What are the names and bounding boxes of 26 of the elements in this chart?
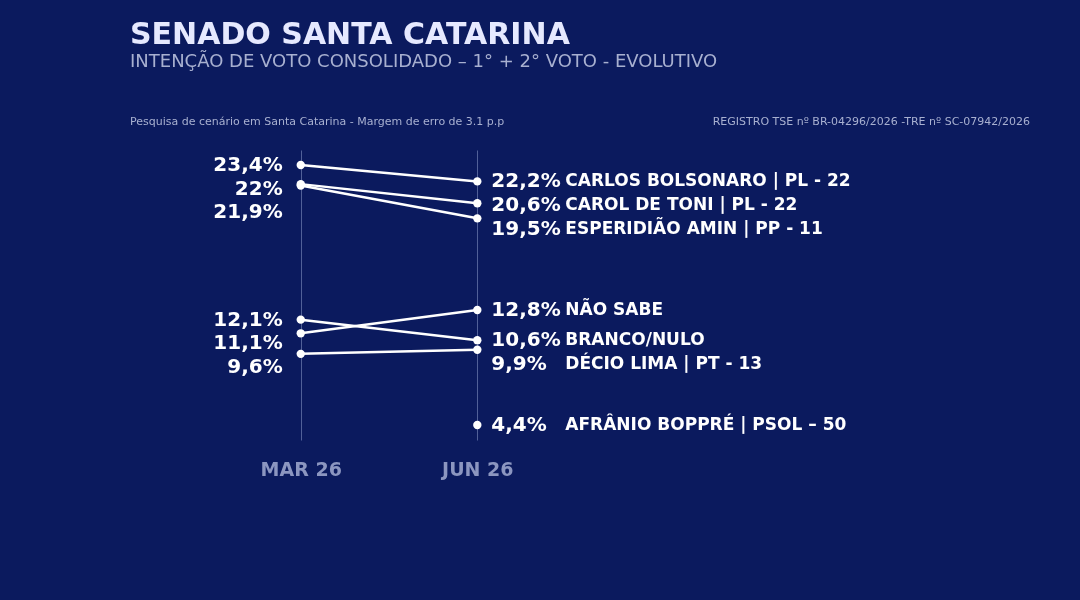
data-label: 11,1% (213, 330, 283, 355)
x-tick-label: MAR 26 (260, 457, 342, 480)
data-label: 12,8% (491, 297, 561, 322)
data-label: 9,9% (491, 350, 547, 375)
data-label: 21,9% (213, 199, 283, 224)
text: ESPERIDIÃO AMIN | PP - 11 (565, 215, 823, 238)
text: REGISTRO TSE nº BR-04296/2026 -TRE nº SC-07942/2026 (712, 115, 1030, 128)
data-label: 22,2% (491, 168, 561, 193)
data-label: 19,5% (491, 215, 561, 240)
text: NÃO SABE (565, 297, 664, 320)
text: BRANCO/NULO (565, 329, 705, 350)
data-label: 20,6% (491, 192, 561, 217)
text: Pesquisa de cenário em Santa Catarina - Margem de erro de 3.1 p.p (130, 115, 505, 128)
data-label: 22% (234, 175, 283, 200)
text: CAROL DE TONI | PL - 22 (565, 194, 798, 215)
text: CARLOS BOLSONARO | PL - 22 (565, 170, 851, 191)
text: DÉCIO LIMA | PT - 13 (565, 351, 763, 373)
chart-title: SENADO SANTA CATARINA (130, 16, 571, 51)
data-label: 23,4% (213, 151, 283, 176)
data-label: 9,6% (227, 354, 283, 379)
x-tick-label: JUN 26 (440, 457, 514, 480)
text: AFRÂNIO BOPPRÉ | PSOL – 50 (565, 413, 847, 435)
data-label: 10,6% (491, 327, 561, 352)
data-label: 4,4% (491, 412, 547, 437)
data-label: 12,1% (213, 306, 283, 331)
chart-subtitle: INTENÇÃO DE VOTO CONSOLIDADO – 1° + 2° VOTO - EVOLUTIVO (130, 50, 718, 71)
